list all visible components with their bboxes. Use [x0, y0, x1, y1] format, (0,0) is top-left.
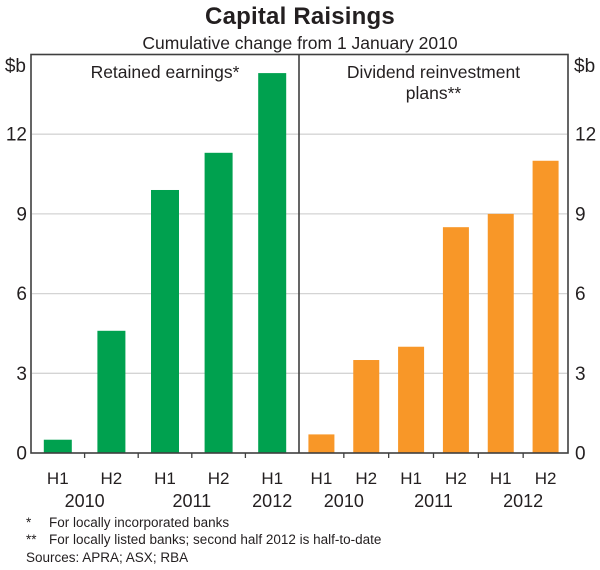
- footnote-1-text: For locally incorporated banks: [49, 515, 230, 530]
- footnote-2-text: For locally listed banks; second half 20…: [49, 532, 382, 547]
- x-tick-label: H1: [490, 469, 512, 488]
- x-tick-label: H1: [311, 469, 333, 488]
- bar-h1-2012: [487, 213, 514, 453]
- bar-h2-2011: [442, 227, 469, 453]
- sources-line: Sources: APRA; ASX; RBA: [26, 550, 189, 565]
- year-label: 2010: [324, 491, 364, 511]
- bar-h2-2010: [97, 330, 126, 453]
- y-tick-label-left: 6: [16, 284, 27, 305]
- unit-label-left: $b: [5, 56, 26, 77]
- x-tick-label: H1: [261, 469, 283, 488]
- x-tick-label: H2: [101, 469, 123, 488]
- bar-h1-2010: [43, 439, 72, 453]
- year-label: 2010: [65, 491, 105, 511]
- y-tick-label-right: 3: [575, 364, 586, 385]
- y-tick-label-left: 9: [16, 204, 27, 225]
- x-tick-label: H2: [535, 469, 557, 488]
- bar-h2-2012: [532, 160, 559, 453]
- x-tick-label: H2: [445, 469, 467, 488]
- chart-title: Capital Raisings: [205, 3, 395, 30]
- year-label: 2011: [414, 491, 453, 511]
- bar-h1-2011: [151, 189, 179, 454]
- year-label: 2012: [252, 491, 292, 511]
- x-tick-label: H1: [400, 469, 422, 488]
- x-tick-label: H2: [355, 469, 377, 488]
- panel-label: plans**: [406, 83, 462, 103]
- bar-h1-2012: [258, 73, 287, 453]
- year-label: 2011: [172, 491, 211, 511]
- bar-h2-2010: [353, 360, 380, 453]
- panel-label: Retained earnings*: [91, 62, 240, 82]
- year-label: 2012: [503, 491, 543, 511]
- y-tick-label-left: 3: [16, 364, 27, 385]
- bar-h1-2011: [398, 346, 425, 453]
- y-tick-label-right: 0: [575, 444, 586, 465]
- panel-label: Dividend reinvestment: [347, 62, 520, 82]
- chart-subtitle: Cumulative change from 1 January 2010: [142, 33, 458, 53]
- x-tick-label: H1: [154, 469, 176, 488]
- footnote-2-marker: **: [26, 532, 37, 547]
- y-tick-label-right: 6: [575, 284, 586, 305]
- y-tick-label-left: 12: [6, 125, 27, 146]
- bar-h1-2010: [308, 434, 335, 453]
- x-tick-label: H1: [47, 469, 69, 488]
- x-tick-label: H2: [208, 469, 230, 488]
- y-tick-label-right: 12: [575, 125, 596, 146]
- footnote-1-marker: *: [26, 515, 32, 530]
- unit-label-right: $b: [574, 56, 595, 77]
- bar-h2-2011: [204, 152, 233, 453]
- y-tick-label-left: 0: [16, 444, 27, 465]
- y-tick-label-right: 9: [575, 204, 586, 225]
